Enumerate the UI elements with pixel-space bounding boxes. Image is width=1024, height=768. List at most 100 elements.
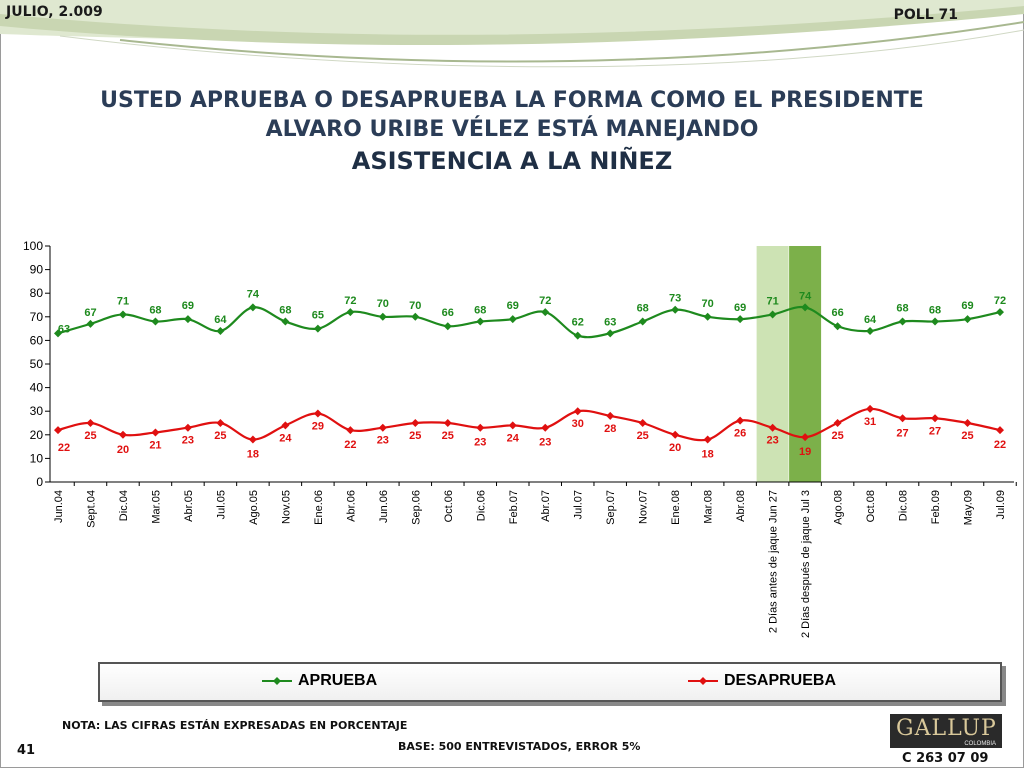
data-label-aprueba: 69 <box>734 302 746 314</box>
data-point-aprueba <box>703 312 712 321</box>
x-tick-label: Dic.06 <box>475 490 487 521</box>
data-label-desaprueba: 26 <box>734 428 746 440</box>
x-tick-label: Ago.08 <box>833 490 845 525</box>
data-point-desaprueba <box>931 414 940 423</box>
chart-title-line1: USTED APRUEBA O DESAPRUEBA LA FORMA COMO… <box>100 88 924 113</box>
y-tick-label: 0 <box>36 475 43 489</box>
legend: APRUEBA DESAPRUEBA <box>98 662 1002 702</box>
data-label-desaprueba: 19 <box>799 446 811 458</box>
data-point-desaprueba <box>378 423 387 432</box>
data-point-aprueba <box>833 322 842 331</box>
legend-aprueba-marker <box>262 677 292 685</box>
x-tick-label: Nov.05 <box>280 490 292 524</box>
data-label-aprueba: 64 <box>214 314 227 326</box>
data-label-aprueba: 68 <box>637 303 649 315</box>
data-label-aprueba: 72 <box>994 295 1006 307</box>
data-point-aprueba <box>346 308 355 317</box>
x-tick-label: Abr.05 <box>183 490 195 522</box>
data-point-desaprueba <box>216 419 225 427</box>
data-point-desaprueba <box>996 426 1004 435</box>
data-point-aprueba <box>573 331 582 340</box>
y-tick-label: 10 <box>30 451 44 465</box>
data-label-aprueba: 67 <box>84 307 96 319</box>
y-tick-label: 20 <box>30 428 44 442</box>
data-label-aprueba: 70 <box>702 298 714 310</box>
data-point-aprueba <box>281 317 290 326</box>
data-label-aprueba: 73 <box>669 293 681 305</box>
x-tick-label: Feb.09 <box>930 490 942 524</box>
data-point-desaprueba <box>898 414 907 423</box>
data-point-aprueba <box>86 319 95 328</box>
data-point-aprueba <box>931 317 940 326</box>
data-point-aprueba <box>638 317 647 326</box>
y-tick-label: 40 <box>30 381 44 395</box>
data-label-desaprueba: 25 <box>637 430 649 442</box>
data-point-desaprueba <box>248 435 257 444</box>
data-point-desaprueba <box>833 419 842 427</box>
data-label-desaprueba: 25 <box>409 430 421 442</box>
data-point-desaprueba <box>963 419 972 427</box>
data-label-desaprueba: 20 <box>117 444 129 456</box>
data-label-desaprueba: 24 <box>279 432 292 444</box>
data-point-aprueba <box>378 312 387 321</box>
data-label-aprueba: 62 <box>572 317 584 329</box>
data-label-desaprueba: 25 <box>442 430 454 442</box>
data-label-aprueba: 74 <box>247 288 260 300</box>
x-tick-label: Abr.08 <box>735 490 747 522</box>
data-point-desaprueba <box>183 423 192 432</box>
data-point-aprueba <box>151 317 160 326</box>
data-point-desaprueba <box>346 426 355 435</box>
data-label-desaprueba: 30 <box>572 418 584 430</box>
data-label-aprueba: 74 <box>799 290 812 302</box>
data-point-desaprueba <box>573 407 582 416</box>
data-label-aprueba: 68 <box>474 305 486 317</box>
data-point-aprueba <box>606 329 615 338</box>
data-label-desaprueba: 28 <box>604 423 616 435</box>
gallup-logo: GALLUP COLOMBIA <box>890 714 1002 748</box>
footnote: NOTA: LAS CIFRAS ESTÁN EXPRESADAS EN POR… <box>62 719 408 732</box>
data-label-desaprueba: 23 <box>539 437 551 449</box>
x-tick-label: May.09 <box>963 490 975 525</box>
data-point-aprueba <box>183 315 192 324</box>
data-label-desaprueba: 24 <box>507 432 520 444</box>
data-point-desaprueba <box>86 419 95 427</box>
data-point-desaprueba <box>313 409 322 418</box>
data-point-aprueba <box>216 326 225 335</box>
data-label-aprueba: 63 <box>604 316 616 328</box>
date-label: JULIO, 2.009 <box>6 4 103 20</box>
x-tick-label: 2 Días después de jaque Jul 3 <box>800 490 812 638</box>
x-tick-label: Ene.08 <box>670 490 682 525</box>
x-tick-label: Ene.06 <box>313 490 325 525</box>
data-point-aprueba <box>118 310 127 319</box>
data-point-desaprueba <box>118 430 127 439</box>
data-label-aprueba: 70 <box>409 300 421 312</box>
data-label-desaprueba: 22 <box>344 439 356 451</box>
data-label-desaprueba: 25 <box>961 430 973 442</box>
data-point-desaprueba <box>541 423 550 432</box>
data-point-aprueba <box>963 315 972 324</box>
chart-title-topic: ASISTENCIA A LA NIÑEZ <box>351 147 673 175</box>
line-chart: 0 10 20 30 40 50 60 70 80 90 100 Jun.04 Sept.04 Dic.0… <box>23 239 1017 638</box>
legend-item-desaprueba: DESAPRUEBA <box>688 672 836 690</box>
x-tick-label: Abr.06 <box>345 490 357 522</box>
data-point-aprueba <box>411 312 420 321</box>
data-label-aprueba: 71 <box>766 295 778 307</box>
data-point-desaprueba <box>606 411 615 420</box>
data-label-desaprueba: 29 <box>312 421 324 433</box>
x-tick-label: Sep.06 <box>410 490 422 525</box>
data-point-aprueba <box>768 310 777 319</box>
data-point-aprueba <box>801 303 810 312</box>
data-point-aprueba <box>671 305 680 314</box>
y-tick-label: 100 <box>23 239 43 253</box>
legend-desaprueba-marker <box>688 677 718 685</box>
report-code: C 263 07 09 <box>902 751 989 766</box>
x-tick-label: Jul.05 <box>215 490 227 519</box>
data-point-desaprueba <box>736 416 745 425</box>
data-point-desaprueba <box>638 419 647 427</box>
sample-base: BASE: 500 ENTREVISTADOS, ERROR 5% <box>398 740 641 753</box>
x-tick-label: Jun.04 <box>53 490 65 523</box>
data-label-desaprueba: 23 <box>377 435 389 447</box>
data-point-aprueba <box>866 326 875 335</box>
y-tick-label: 90 <box>30 263 44 277</box>
series-line-aprueba <box>57 305 1001 339</box>
